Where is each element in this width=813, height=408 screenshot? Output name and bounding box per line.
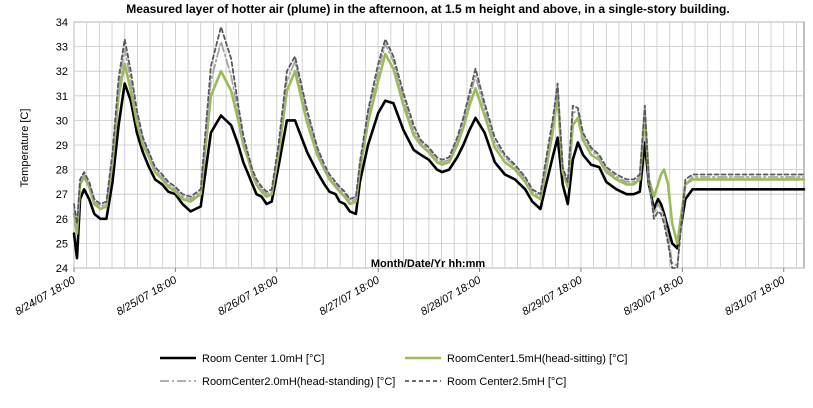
x-axis-label: Month/Date/Yr hh:mm	[371, 258, 485, 270]
legend-label: RoomCenter2.0mH(head-standing) [°C]	[202, 376, 395, 388]
legend-item: RoomCenter2.0mH(head-standing) [°C]	[160, 376, 395, 388]
y-tick-label: 24	[56, 263, 68, 275]
x-tick-label: 8/29/07 18:00	[520, 274, 585, 318]
x-tick-label: 8/28/07 18:00	[419, 274, 484, 318]
legend-item: Room Center2.5mH [°C]	[405, 376, 566, 388]
y-tick-label: 26	[56, 214, 68, 226]
y-tick-label: 33	[56, 42, 68, 54]
x-tick-label: 8/25/07 18:00	[115, 274, 180, 318]
legend-label: Room Center 1.0mH [°C]	[202, 353, 324, 365]
legend-label: Room Center2.5mH [°C]	[447, 376, 566, 388]
legend-item: Room Center 1.0mH [°C]	[160, 353, 324, 365]
series-layer	[72, 25, 806, 269]
x-tick-label: 8/27/07 18:00	[317, 274, 382, 318]
grid-layer	[73, 21, 805, 269]
y-tick-label: 27	[56, 189, 68, 201]
y-tick-label: 31	[56, 91, 68, 103]
y-tick-label: 30	[56, 115, 68, 127]
series-line-2	[72, 52, 806, 245]
series-line-4	[73, 25, 805, 269]
chart-title: Measured layer of hotter air (plume) in …	[126, 2, 729, 16]
y-tick-label: 25	[56, 238, 68, 250]
legend: Room Center 1.0mH [°C] RoomCenter1.5mH(he…	[160, 353, 627, 388]
y-tick-label: 34	[56, 17, 68, 29]
y-tick-label: 32	[56, 66, 68, 78]
y-tick-label: 28	[56, 165, 68, 177]
y-tick-label: 29	[56, 140, 68, 152]
x-tick-label: 8/30/07 18:00	[622, 274, 687, 318]
y-axis-label: Temperature [C]	[19, 109, 31, 188]
legend-item: RoomCenter1.5mH(head-sitting) [°C]	[405, 353, 627, 365]
legend-label: RoomCenter1.5mH(head-sitting) [°C]	[447, 353, 627, 365]
x-tick-label: 8/24/07 18:00	[13, 274, 78, 318]
x-tick-label: 8/31/07 18:00	[723, 274, 788, 318]
x-tick-label: 8/26/07 18:00	[216, 274, 281, 318]
